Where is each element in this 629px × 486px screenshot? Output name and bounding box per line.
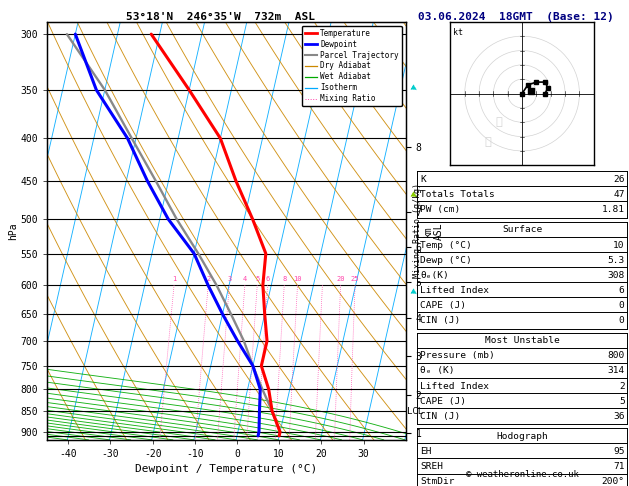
Text: ⭠: ⭠ bbox=[496, 117, 503, 127]
Text: Temp (°C): Temp (°C) bbox=[420, 241, 472, 249]
Text: 2: 2 bbox=[206, 276, 210, 282]
Text: EH: EH bbox=[420, 447, 431, 456]
Text: θₑ (K): θₑ (K) bbox=[420, 366, 455, 376]
Y-axis label: hPa: hPa bbox=[8, 222, 18, 240]
Text: 308: 308 bbox=[608, 271, 625, 279]
Text: Surface: Surface bbox=[502, 226, 542, 234]
Text: 0: 0 bbox=[619, 316, 625, 325]
Text: LCL: LCL bbox=[408, 407, 423, 416]
Text: 314: 314 bbox=[608, 366, 625, 376]
Text: 0: 0 bbox=[619, 301, 625, 310]
Y-axis label: km
ASL: km ASL bbox=[423, 222, 444, 240]
X-axis label: Dewpoint / Temperature (°C): Dewpoint / Temperature (°C) bbox=[135, 465, 318, 474]
Text: 200°: 200° bbox=[601, 477, 625, 486]
Text: 6: 6 bbox=[265, 276, 270, 282]
Text: 10: 10 bbox=[293, 276, 302, 282]
Text: 6: 6 bbox=[619, 286, 625, 295]
Text: Hodograph: Hodograph bbox=[496, 432, 548, 441]
Text: ▶: ▶ bbox=[409, 286, 419, 297]
Text: 5.3: 5.3 bbox=[608, 256, 625, 264]
Text: 03.06.2024  18GMT  (Base: 12): 03.06.2024 18GMT (Base: 12) bbox=[418, 12, 614, 22]
Text: Lifted Index: Lifted Index bbox=[420, 382, 489, 391]
Text: PW (cm): PW (cm) bbox=[420, 205, 460, 214]
Text: 26: 26 bbox=[613, 175, 625, 184]
Text: 36: 36 bbox=[613, 412, 625, 421]
Text: Totals Totals: Totals Totals bbox=[420, 190, 495, 199]
Text: CAPE (J): CAPE (J) bbox=[420, 397, 466, 406]
Text: 2: 2 bbox=[619, 382, 625, 391]
Text: 47: 47 bbox=[613, 190, 625, 199]
Text: Dewp (°C): Dewp (°C) bbox=[420, 256, 472, 264]
Text: SREH: SREH bbox=[420, 462, 443, 471]
Text: 3: 3 bbox=[227, 276, 231, 282]
Text: CIN (J): CIN (J) bbox=[420, 412, 460, 421]
Text: 5: 5 bbox=[619, 397, 625, 406]
Text: 20: 20 bbox=[337, 276, 345, 282]
Text: θₑ(K): θₑ(K) bbox=[420, 271, 449, 279]
Text: CIN (J): CIN (J) bbox=[420, 316, 460, 325]
Text: CAPE (J): CAPE (J) bbox=[420, 301, 466, 310]
Text: Most Unstable: Most Unstable bbox=[485, 336, 559, 346]
Text: Mixing Ratio (g/kg): Mixing Ratio (g/kg) bbox=[413, 183, 422, 278]
Text: 1: 1 bbox=[172, 276, 176, 282]
Text: 25: 25 bbox=[351, 276, 359, 282]
Text: ▶: ▶ bbox=[409, 189, 419, 200]
Text: StmDir: StmDir bbox=[420, 477, 455, 486]
Text: 95: 95 bbox=[613, 447, 625, 456]
Text: 1.81: 1.81 bbox=[601, 205, 625, 214]
Text: Pressure (mb): Pressure (mb) bbox=[420, 351, 495, 361]
Text: 10: 10 bbox=[613, 241, 625, 249]
Text: 4: 4 bbox=[243, 276, 247, 282]
Text: 71: 71 bbox=[613, 462, 625, 471]
Text: kt: kt bbox=[454, 28, 463, 36]
Text: © weatheronline.co.uk: © weatheronline.co.uk bbox=[465, 469, 579, 479]
Text: 5: 5 bbox=[255, 276, 259, 282]
Text: K: K bbox=[420, 175, 426, 184]
Legend: Temperature, Dewpoint, Parcel Trajectory, Dry Adiabat, Wet Adiabat, Isotherm, Mi: Temperature, Dewpoint, Parcel Trajectory… bbox=[302, 26, 402, 106]
Text: ⭠: ⭠ bbox=[484, 138, 491, 147]
Text: 8: 8 bbox=[282, 276, 286, 282]
Text: 53°18'N  246°35'W  732m  ASL: 53°18'N 246°35'W 732m ASL bbox=[126, 12, 314, 22]
Text: Lifted Index: Lifted Index bbox=[420, 286, 489, 295]
Text: 800: 800 bbox=[608, 351, 625, 361]
Text: ▶: ▶ bbox=[409, 82, 419, 93]
